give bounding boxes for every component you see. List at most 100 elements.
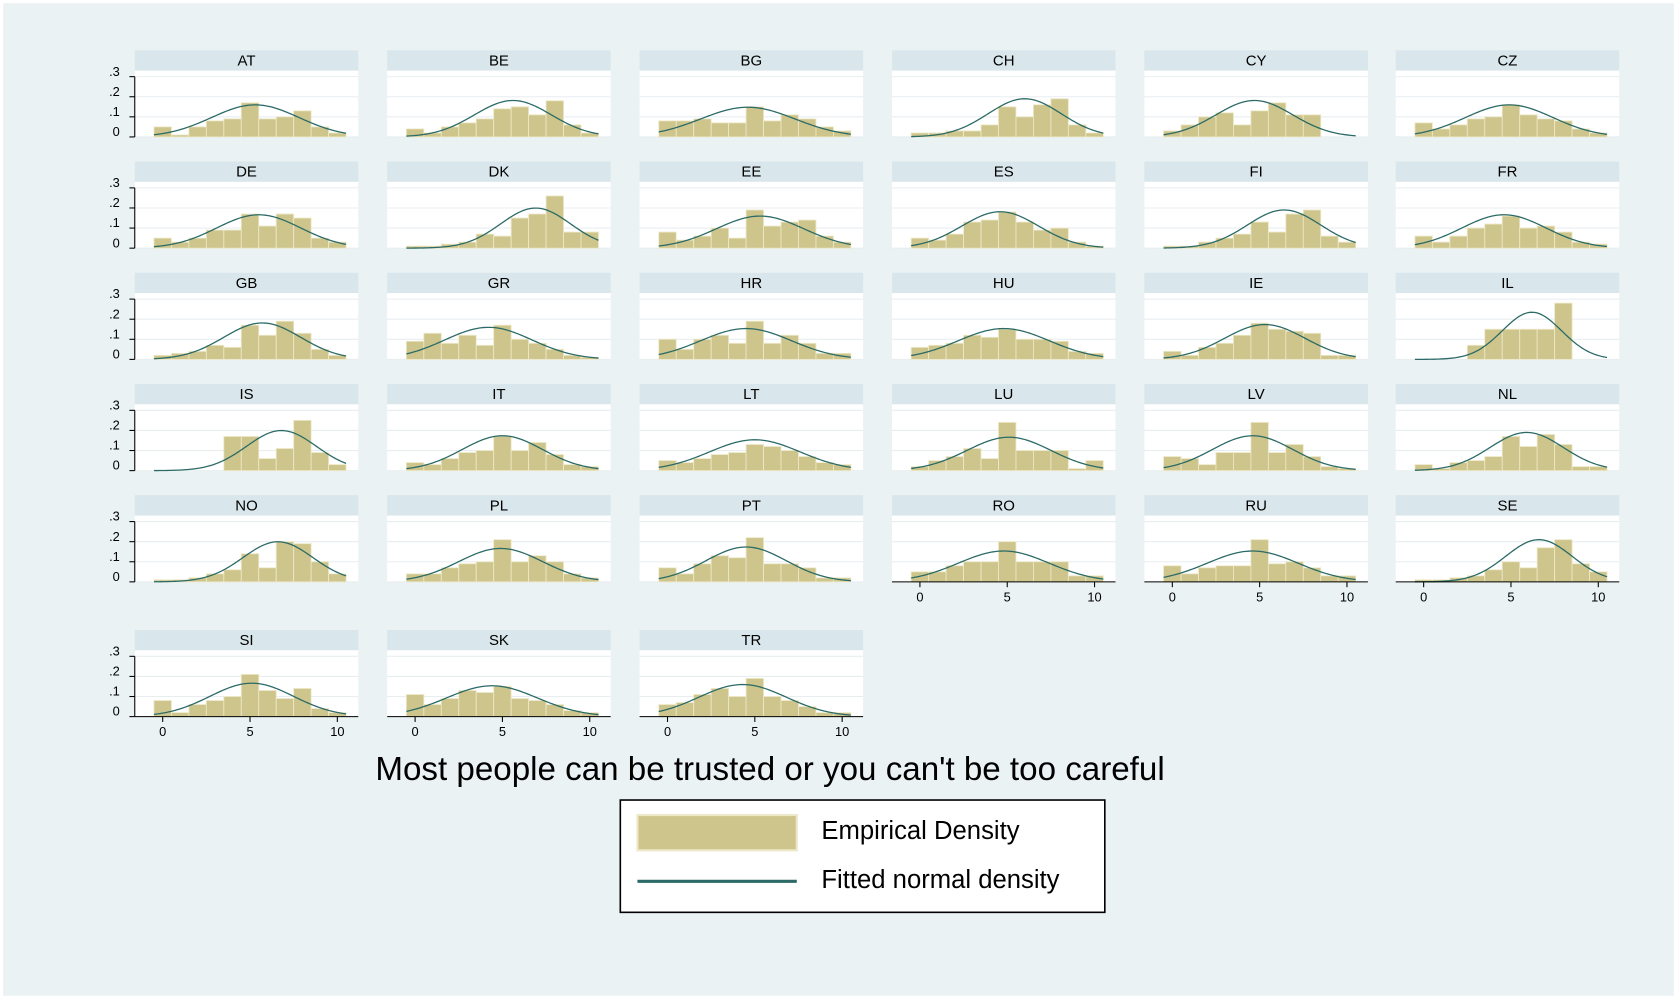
bar [258,334,277,360]
bar [458,241,477,249]
bar [763,696,782,718]
panel-header [1144,383,1368,405]
bar [710,227,730,249]
bar [928,460,947,472]
fitted-curve [1163,435,1356,470]
y-tick-label: 0 [113,235,120,250]
bar [763,120,782,138]
bar [423,464,442,472]
bar [1554,231,1573,249]
panel-title: SK [489,632,509,649]
fitted-curve [658,106,851,135]
bar [328,354,347,360]
bar [275,698,295,718]
bar [528,700,547,718]
panel: TR 0 5 10 [639,629,864,739]
y-tick-label: .1 [109,104,120,119]
bar [275,116,295,138]
bar [1267,102,1287,138]
y-tick-label: .3 [109,643,120,658]
bar [440,458,460,472]
panel: FR [1395,161,1620,249]
bar [1180,354,1199,360]
panel-header [891,272,1116,294]
bar [1233,452,1252,472]
bar [293,688,312,718]
bar [745,678,764,718]
bar [328,464,347,472]
bar [1554,302,1573,360]
bar [1050,340,1069,360]
bar [293,110,312,138]
y-tick-label: .2 [109,195,120,210]
bar [928,344,947,360]
bar [205,120,225,138]
panel: ES [891,161,1116,249]
x-tick-label: 0 [159,724,166,739]
bar [780,700,799,718]
panel: SK 0 5 10 [387,629,611,739]
y-tick-label: .3 [109,64,120,79]
bar [545,561,564,583]
fitted-curve [406,207,599,249]
panel-title: LU [994,386,1013,403]
x-tick-label: 5 [1256,589,1263,604]
x-tick-label: 5 [1507,589,1514,604]
y-tick-label: .1 [109,684,120,699]
panel-header [134,495,359,516]
legend: Empirical Density Fitted normal density [636,813,1060,894]
fitted-curve [153,541,347,583]
bar [675,348,695,360]
bar [440,698,460,718]
bar [1449,124,1468,138]
bar [258,118,277,138]
bar [310,126,330,138]
x-tick-label: 10 [1340,589,1354,604]
bar [1414,122,1433,138]
panel-title: TR [741,632,761,649]
panel: HU [891,272,1116,360]
y-tick-label: 0 [113,704,120,719]
panel-title: GR [488,275,511,292]
bar [223,696,242,718]
bar [440,126,460,138]
bar [1250,539,1269,583]
bar [310,237,330,249]
bar [1320,575,1339,583]
fitted-curve [153,214,347,248]
bar [205,344,225,360]
panel-title: NL [1498,386,1517,403]
bar [510,561,530,583]
panel-title: EE [741,164,761,181]
panel-title: SE [1497,497,1517,514]
y-tick-label: 0 [113,347,120,362]
x-tick-label: 0 [664,724,671,739]
bar [1431,128,1451,138]
bar [728,342,747,360]
bar [1466,118,1486,138]
x-tick-label: 0 [1169,589,1176,604]
fitted-curve [911,550,1104,580]
panel-header [134,50,359,71]
bar [693,563,712,583]
bar [293,419,312,472]
fitted-curve [1414,104,1608,135]
bar [275,320,295,360]
bar [458,334,477,360]
bar [275,448,295,472]
panel-title: ES [994,164,1014,181]
bar [275,541,295,583]
legend-label: Fitted normal density [821,866,1059,894]
bar [510,450,530,472]
bar [205,229,225,249]
bar [510,698,530,718]
panel-header [639,629,864,651]
panel: PT [639,495,864,583]
bar [710,122,730,138]
bar [240,553,260,583]
x-tick-label: 0 [1420,589,1427,604]
bar [493,436,512,472]
bar [1032,450,1052,472]
bar [1067,575,1087,583]
panel-header [1395,272,1620,294]
